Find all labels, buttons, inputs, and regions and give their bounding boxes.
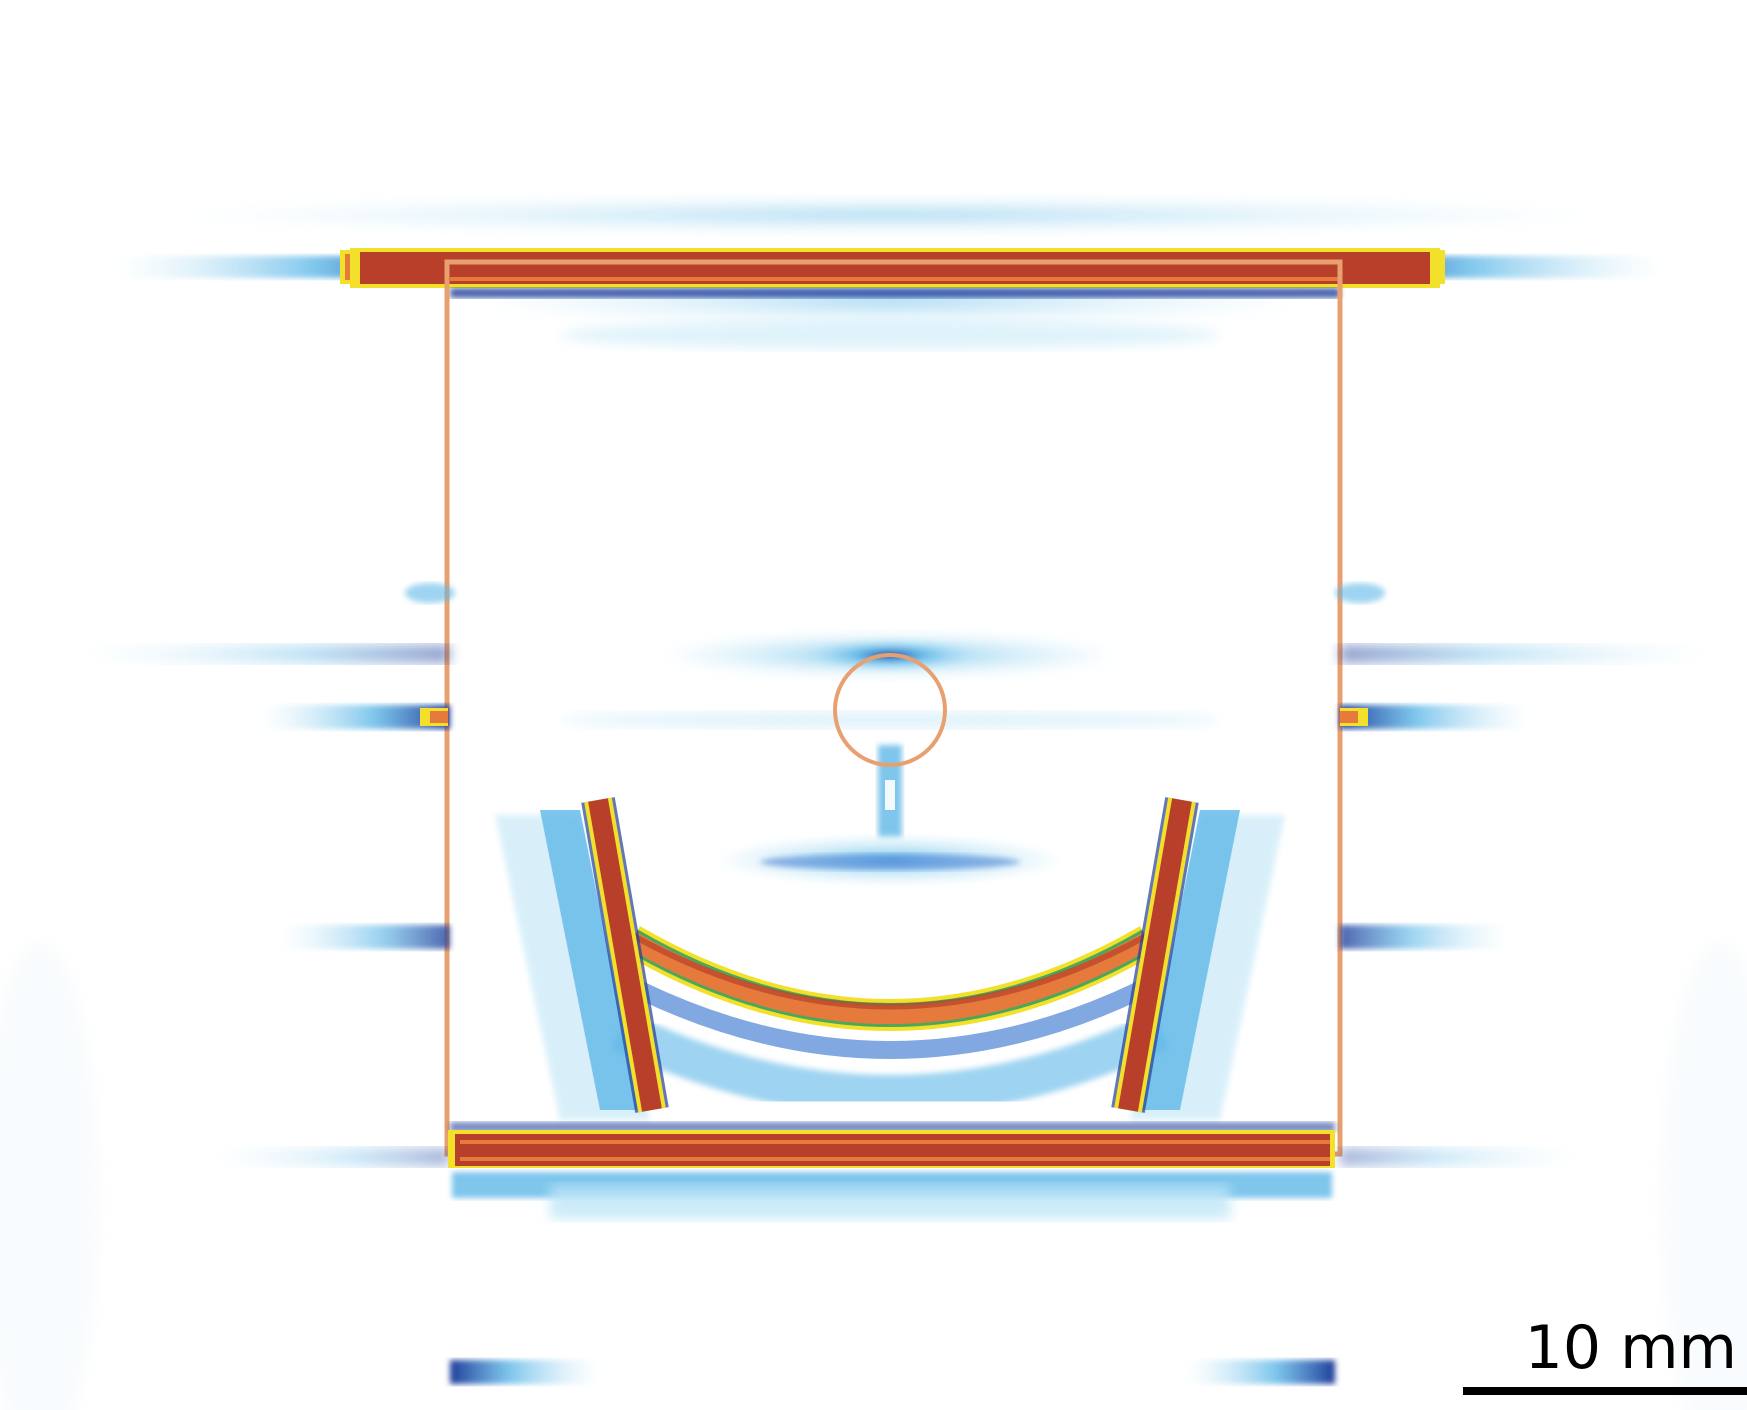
scale-bar-label: 10 mm (1524, 1313, 1737, 1383)
top-plate (350, 248, 1440, 298)
side-field-lobes (80, 583, 1710, 1166)
background-halo (0, 940, 1747, 1410)
inclusion-outline (833, 653, 947, 767)
inclusion-field (560, 633, 1220, 886)
bottom-plate (448, 1122, 1335, 1219)
lower-field-bars (450, 1360, 1335, 1384)
u-shaped-field (495, 797, 1285, 1120)
scale-bar (1463, 1387, 1747, 1395)
